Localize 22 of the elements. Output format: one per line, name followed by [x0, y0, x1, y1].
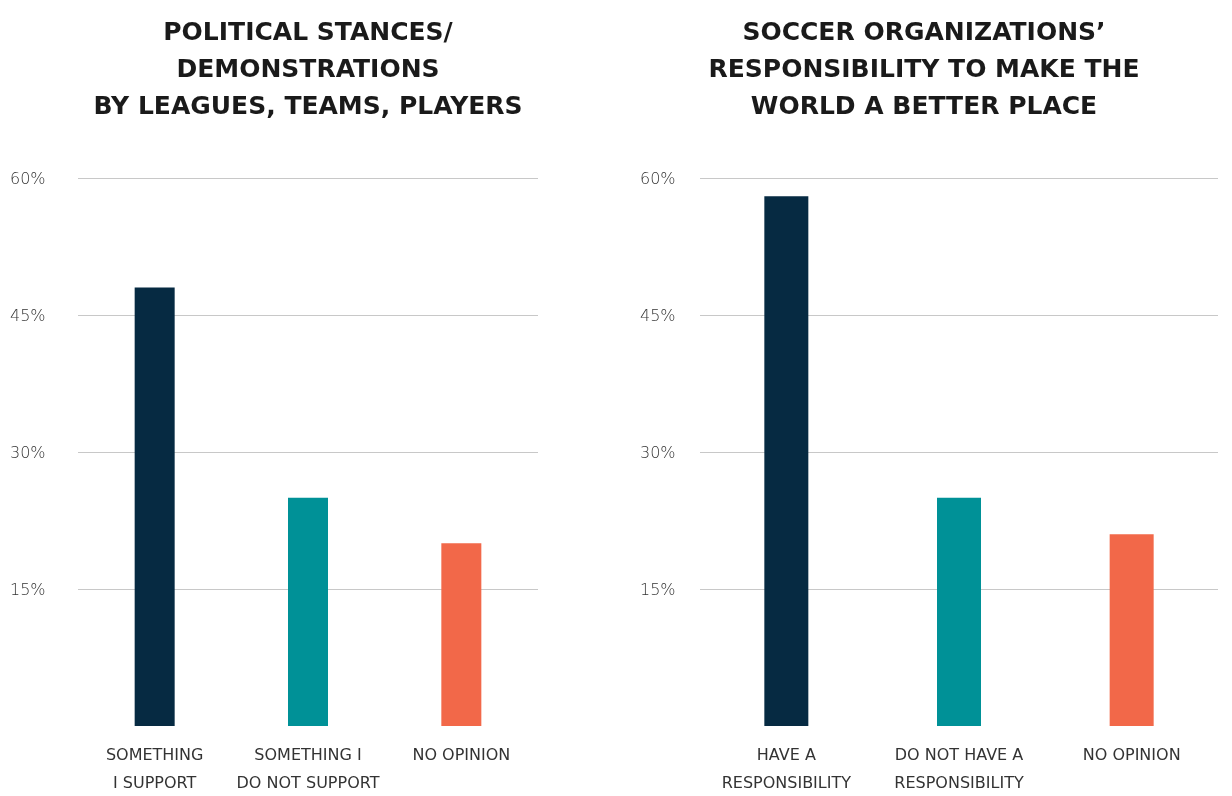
x-tick-label: NO OPINION: [412, 744, 511, 764]
bar: [1109, 534, 1154, 726]
y-tick-label: 15%: [640, 579, 676, 599]
bar: [288, 497, 328, 726]
x-tick-label: NO OPINION: [1082, 744, 1181, 764]
y-tick-label: 60%: [10, 168, 46, 188]
y-tick-label: 30%: [10, 442, 46, 462]
x-tick-label: SOMETHING I SUPPORT: [105, 744, 204, 792]
y-tick-label: 45%: [640, 305, 676, 325]
chart-title: POLITICAL STANCES/ DEMONSTRATIONS BY LEAGUES, TEAMS, PLAYERS: [93, 17, 523, 120]
x-tick-label: DO NOT HAVE A RESPONSIBILITY: [894, 744, 1024, 792]
bar: [134, 287, 175, 726]
y-tick-label: 60%: [640, 168, 676, 188]
y-tick-label: 30%: [640, 442, 676, 462]
y-tick-label: 15%: [10, 579, 46, 599]
bar: [441, 543, 482, 726]
y-tick-label: 45%: [10, 305, 46, 325]
bar: [937, 497, 981, 726]
x-tick-label: HAVE A RESPONSIBILITY: [721, 744, 852, 792]
chart-title: SOCCER ORGANIZATIONS’ RESPONSIBILITY TO MAKE THE WORLD A BETTER PLACE: [708, 17, 1140, 120]
x-tick-label: SOMETHING I DO NOT SUPPORT: [236, 744, 380, 792]
bar: [764, 196, 809, 726]
